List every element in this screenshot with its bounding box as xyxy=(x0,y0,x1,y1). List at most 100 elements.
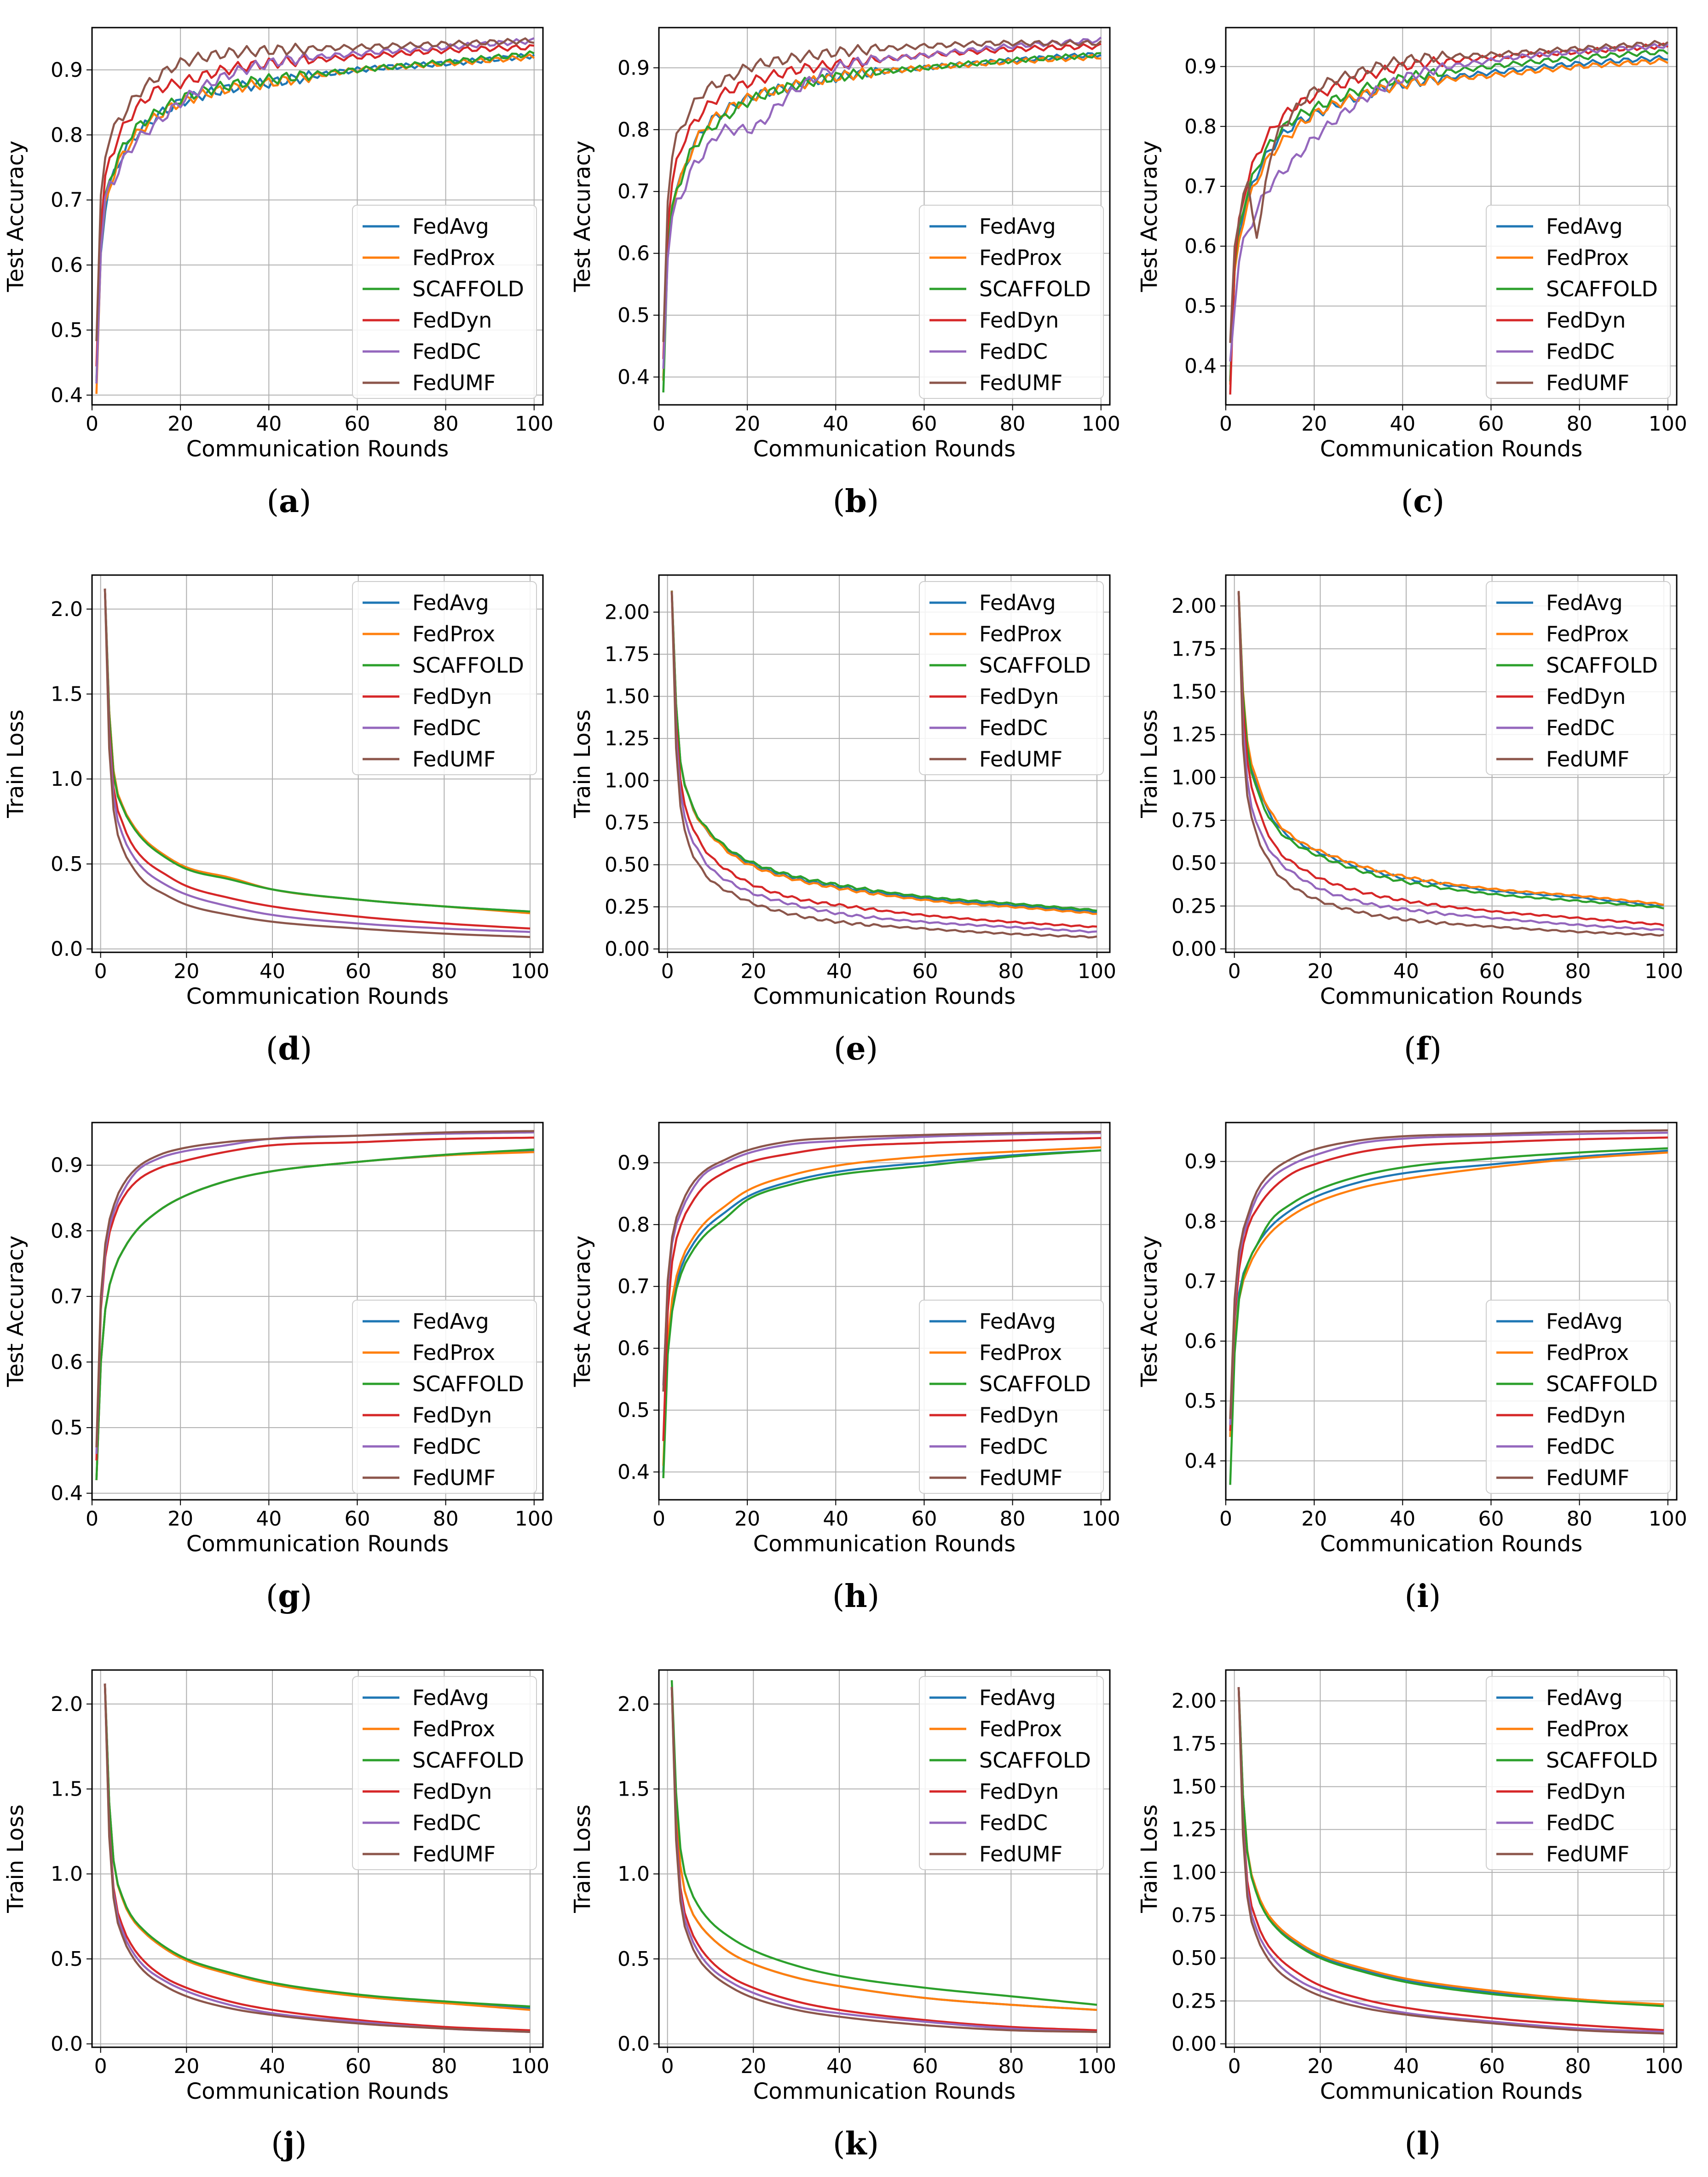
legend-label-fedprox: FedProx xyxy=(979,1340,1062,1365)
legend-label-fedumf: FedUMF xyxy=(412,747,496,772)
series-line-feddyn xyxy=(95,1136,534,1461)
series-line-fedumf xyxy=(670,591,1097,939)
y-tick-label: 2.00 xyxy=(1171,594,1217,618)
legend-label-feddc: FedDC xyxy=(412,1434,481,1459)
legend-label-feddc: FedDC xyxy=(412,339,481,364)
series-line-feddc xyxy=(1229,1131,1668,1425)
legend-box xyxy=(352,1676,537,1870)
series-line-feddc xyxy=(1229,43,1669,362)
x-tick-label: 60 xyxy=(1479,960,1505,983)
y-tick-label: 1.50 xyxy=(605,685,650,708)
legend-label-fedprox: FedProx xyxy=(979,1716,1062,1741)
x-tick-label: 40 xyxy=(826,2055,852,2078)
y-tick-label: 1.00 xyxy=(605,769,650,793)
legend-label-scaffold: SCAFFOLD xyxy=(979,653,1091,678)
legend-label-feddc: FedDC xyxy=(979,1810,1048,1835)
y-tick-label: 1.5 xyxy=(51,683,83,706)
chart-d: 0 20 40 60 80 100 0.0 0.5 1.0 1.5 2.0 Communication… xyxy=(3,574,549,1009)
legend-label-scaffold: SCAFFOLD xyxy=(979,276,1091,301)
series-lines xyxy=(670,1680,1097,2033)
series-line-feddyn xyxy=(95,44,535,367)
series-line-feddc xyxy=(662,36,1102,369)
caption-a: (a) xyxy=(266,483,312,520)
series-lines xyxy=(662,36,1102,393)
x-tick-label: 80 xyxy=(1000,412,1026,436)
caption-l: (l) xyxy=(1404,2125,1441,2162)
legend-label-fedumf: FedUMF xyxy=(412,1465,496,1490)
series-lines xyxy=(1229,40,1669,395)
caption-b: (b) xyxy=(832,483,879,520)
y-tick-label: 0.8 xyxy=(1184,1210,1217,1233)
legend-box xyxy=(919,205,1104,399)
y-tick-label: 0.4 xyxy=(617,366,650,389)
y-tick-label: 0.7 xyxy=(1184,1270,1217,1293)
y-tick-label: 0.75 xyxy=(605,811,650,835)
y-tick-label: 0.7 xyxy=(1184,175,1217,198)
y-axis-label: Test Accuracy xyxy=(1137,1236,1162,1388)
y-tick-label: 0.00 xyxy=(1171,938,1217,961)
legend-label-feddc: FedDC xyxy=(412,1810,481,1835)
series-lines xyxy=(670,590,1097,939)
x-tick-label: 100 xyxy=(1078,960,1116,983)
x-axis-label: Communication Rounds xyxy=(1320,436,1582,462)
y-tick-label: 0.9 xyxy=(51,1154,83,1177)
axes-frame xyxy=(658,574,1111,953)
legend-box xyxy=(352,1300,537,1494)
legend-label-feddc: FedDC xyxy=(979,339,1048,364)
x-axis-label: Communication Rounds xyxy=(1320,984,1582,1009)
legend-label-fedumf: FedUMF xyxy=(979,747,1062,772)
y-tick-label: 0.6 xyxy=(1184,1330,1217,1353)
y-tick-label: 0.0 xyxy=(51,938,83,961)
y-axis-label: Test Accuracy xyxy=(3,141,29,293)
y-tick-label: 1.75 xyxy=(1171,1732,1217,1756)
legend-label-fedavg: FedAvg xyxy=(412,1309,489,1334)
series-line-fedumf xyxy=(1237,591,1664,937)
axes-frame xyxy=(1225,574,1678,953)
x-tick-label: 20 xyxy=(1301,412,1327,436)
legend-label-fedavg: FedAvg xyxy=(979,214,1056,239)
legend-label-feddyn: FedDyn xyxy=(412,1403,492,1428)
axes-frame xyxy=(91,1122,544,1501)
legend: FedAvg FedProx SCAFFOLD FedDyn FedDC FedUMF xyxy=(1486,205,1671,399)
axes-frame xyxy=(1225,27,1678,406)
series-line-feddc xyxy=(670,592,1097,933)
legend-label-fedprox: FedProx xyxy=(979,245,1062,270)
y-tick-label: 0.9 xyxy=(51,58,83,82)
series-line-feddyn xyxy=(1237,1687,1664,2031)
legend-label-fedprox: FedProx xyxy=(1546,1340,1629,1365)
legend: FedAvg FedProx SCAFFOLD FedDyn FedDC FedUMF xyxy=(919,1676,1104,1870)
legend-label-fedumf: FedUMF xyxy=(1546,747,1629,772)
x-axis-label: Communication Rounds xyxy=(1320,2079,1582,2104)
caption-g: (g) xyxy=(265,1578,312,1615)
series-line-fedprox xyxy=(1237,1687,1664,2006)
y-tick-label: 0.7 xyxy=(51,189,83,212)
legend-label-fedavg: FedAvg xyxy=(412,590,489,615)
legend-label-feddyn: FedDyn xyxy=(1546,1403,1626,1428)
series-line-fedumf xyxy=(95,1130,534,1447)
axes-frame xyxy=(91,27,544,406)
x-tick-label: 40 xyxy=(826,960,852,983)
y-tick-label: 1.00 xyxy=(1171,1861,1217,1884)
y-tick-label: 0.5 xyxy=(617,1399,650,1422)
legend-label-feddc: FedDC xyxy=(1546,715,1615,740)
y-tick-label: 0.5 xyxy=(51,318,83,342)
y-tick-label: 0.9 xyxy=(1184,55,1217,79)
legend-label-fedumf: FedUMF xyxy=(1546,370,1629,395)
x-tick-label: 0 xyxy=(1228,960,1241,983)
legend-box xyxy=(1486,1300,1671,1494)
series-line-feddc xyxy=(1237,593,1664,932)
series-line-scaffold xyxy=(104,588,531,913)
x-tick-label: 0 xyxy=(1228,2055,1241,2078)
legend-label-fedprox: FedProx xyxy=(1546,622,1629,646)
legend-label-fedprox: FedProx xyxy=(412,1340,495,1365)
x-tick-label: 80 xyxy=(433,412,459,436)
x-tick-label: 20 xyxy=(734,1507,760,1531)
legend-label-fedumf: FedUMF xyxy=(979,1465,1062,1490)
y-tick-label: 0.9 xyxy=(617,56,650,80)
legend-label-fedumf: FedUMF xyxy=(979,1842,1062,1866)
chart-j: 0 20 40 60 80 100 0.0 0.5 1.0 1.5 2.0 Communication… xyxy=(3,1669,549,2104)
legend-label-scaffold: SCAFFOLD xyxy=(979,1371,1091,1396)
x-tick-label: 100 xyxy=(1078,2055,1116,2078)
legend-label-feddyn: FedDyn xyxy=(412,1779,492,1804)
